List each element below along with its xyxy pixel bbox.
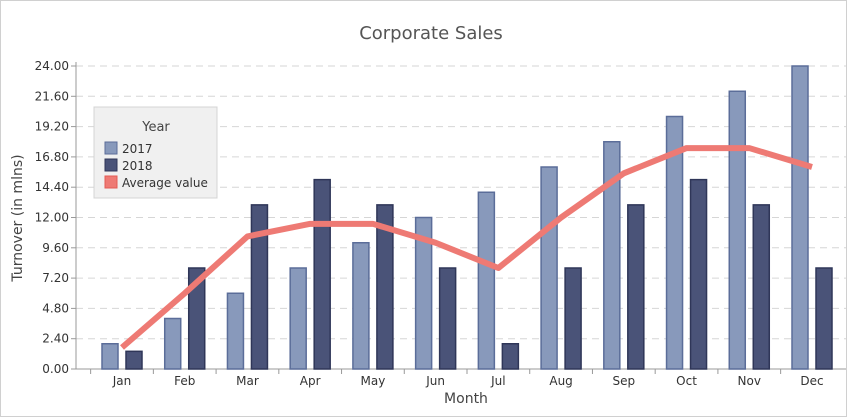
x-tick-label: Jan bbox=[112, 374, 132, 388]
x-tick-label: May bbox=[361, 374, 386, 388]
y-tick-label: 24.00 bbox=[35, 59, 69, 73]
x-tick-label: Apr bbox=[300, 374, 321, 388]
x-tick-label: Sep bbox=[613, 374, 636, 388]
x-tick-label: Dec bbox=[800, 374, 823, 388]
bar-2018 bbox=[501, 343, 520, 370]
bar-2018 bbox=[564, 267, 582, 370]
x-tick-label: Oct bbox=[676, 374, 697, 388]
average-line bbox=[120, 145, 813, 350]
legend-title: Year bbox=[141, 120, 170, 135]
x-tick-label: Jun bbox=[425, 374, 445, 388]
bar-2018 bbox=[313, 178, 331, 370]
x-axis-title: Month bbox=[444, 391, 488, 407]
x-tick-label: Mar bbox=[236, 374, 259, 388]
y-tick-label: 16.80 bbox=[35, 150, 69, 164]
legend-swatch bbox=[104, 158, 118, 172]
line-average-value bbox=[120, 145, 813, 350]
x-tick-label: Nov bbox=[738, 374, 761, 388]
gridlines bbox=[71, 62, 846, 370]
y-tick-label: 4.80 bbox=[42, 301, 69, 315]
bar-2017 bbox=[728, 90, 747, 370]
y-tick-label: 0.00 bbox=[42, 362, 69, 376]
bar-2018 bbox=[250, 204, 269, 370]
x-tick-label: Feb bbox=[174, 374, 195, 388]
bar-2017 bbox=[603, 141, 621, 370]
x-tick-label: Jul bbox=[490, 374, 505, 388]
bar-2017 bbox=[163, 317, 182, 370]
bar-2017 bbox=[101, 343, 119, 370]
bar-2017 bbox=[352, 242, 370, 370]
y-tick-label: 9.60 bbox=[42, 241, 69, 255]
bars bbox=[101, 65, 833, 370]
x-tick-label: Aug bbox=[549, 374, 572, 388]
bar-2018 bbox=[125, 350, 143, 370]
legend-label: Average value bbox=[122, 176, 208, 190]
bar-2017 bbox=[477, 191, 496, 370]
bar-2018 bbox=[187, 267, 206, 370]
bar-2017 bbox=[226, 292, 245, 370]
bar-2018 bbox=[752, 204, 771, 370]
y-axis-title: Turnover (in mlns) bbox=[10, 154, 26, 282]
bar-2018 bbox=[689, 178, 708, 370]
bar-2017 bbox=[289, 267, 307, 370]
legend-label: 2017 bbox=[122, 142, 153, 156]
legend-swatch bbox=[104, 141, 118, 155]
bar-2017 bbox=[665, 115, 684, 370]
legend-swatch bbox=[104, 175, 118, 189]
y-tick-label: 19.20 bbox=[35, 120, 69, 134]
y-tick-label: 2.40 bbox=[42, 332, 69, 346]
bar-2017 bbox=[791, 65, 809, 370]
legend-label: 2018 bbox=[122, 159, 153, 173]
legend-items: 2017 2018 Average value bbox=[104, 141, 208, 190]
y-axis-ticks: 0.00 2.40 4.80 7.20 9.60 12.00 14.40 16.80 19.20… bbox=[35, 59, 69, 376]
y-tick-label: 12.00 bbox=[35, 211, 69, 225]
bar-2018 bbox=[627, 204, 645, 370]
legend: Year 2017 2018 Average value bbox=[93, 106, 218, 199]
x-axis-ticks: Jan Feb Mar Apr May Jun Jul Aug Sep Oct Nov Dec bbox=[90, 369, 824, 388]
y-tick-label: 7.20 bbox=[42, 271, 69, 285]
y-tick-label: 14.40 bbox=[35, 180, 69, 194]
bar-2017 bbox=[414, 216, 433, 370]
y-tick-label: 21.60 bbox=[35, 89, 69, 103]
bar-2018 bbox=[438, 267, 457, 370]
bar-2017 bbox=[540, 166, 558, 370]
bar-2018 bbox=[815, 267, 833, 370]
chart-title: Corporate Sales bbox=[359, 23, 503, 44]
bar-2018 bbox=[376, 204, 394, 370]
